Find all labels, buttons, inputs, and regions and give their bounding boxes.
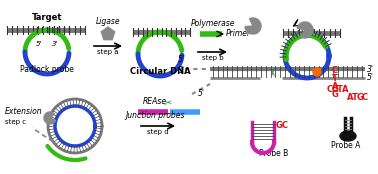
Text: Probe B: Probe B [259,149,288,158]
Text: 5': 5' [198,89,205,98]
Polygon shape [101,27,115,40]
Text: C: C [327,85,333,94]
Text: C: C [362,93,368,102]
Text: G: G [356,93,363,102]
Text: Polymerase: Polymerase [191,19,235,28]
Text: A: A [347,93,353,102]
Text: step d: step d [147,129,169,135]
Text: 5': 5' [178,55,185,64]
Text: Primer: Primer [226,30,251,38]
Text: ✂: ✂ [265,67,275,76]
Circle shape [313,68,321,76]
Text: Junction probes: Junction probes [125,111,185,120]
Text: 3': 3' [52,41,58,47]
Text: Target: Target [32,13,62,22]
Text: 3': 3' [178,66,185,75]
Text: T: T [332,74,338,83]
Text: Padlock probe: Padlock probe [20,65,74,74]
Text: Circular DNA: Circular DNA [130,67,190,76]
Wedge shape [297,22,313,38]
Text: G: G [332,90,338,99]
Text: Ligase: Ligase [96,17,120,26]
Text: A: A [342,85,348,94]
Text: Extension: Extension [5,107,43,116]
Text: 5': 5' [36,41,42,47]
Text: ✂: ✂ [164,97,172,107]
Text: G: G [332,85,338,94]
Text: GC: GC [276,121,289,130]
Text: step b: step b [202,55,223,61]
Wedge shape [44,112,56,124]
Text: step a: step a [97,49,119,55]
Text: Probe A: Probe A [331,141,361,150]
Text: A: A [332,82,338,91]
Text: 5': 5' [367,73,374,82]
Text: step c: step c [5,119,26,125]
Wedge shape [245,18,261,34]
Text: C: C [332,66,338,75]
Text: T: T [337,85,343,94]
Text: 3': 3' [367,65,374,73]
Text: REAse: REAse [143,97,167,106]
Ellipse shape [340,131,356,141]
Text: T: T [352,93,358,102]
